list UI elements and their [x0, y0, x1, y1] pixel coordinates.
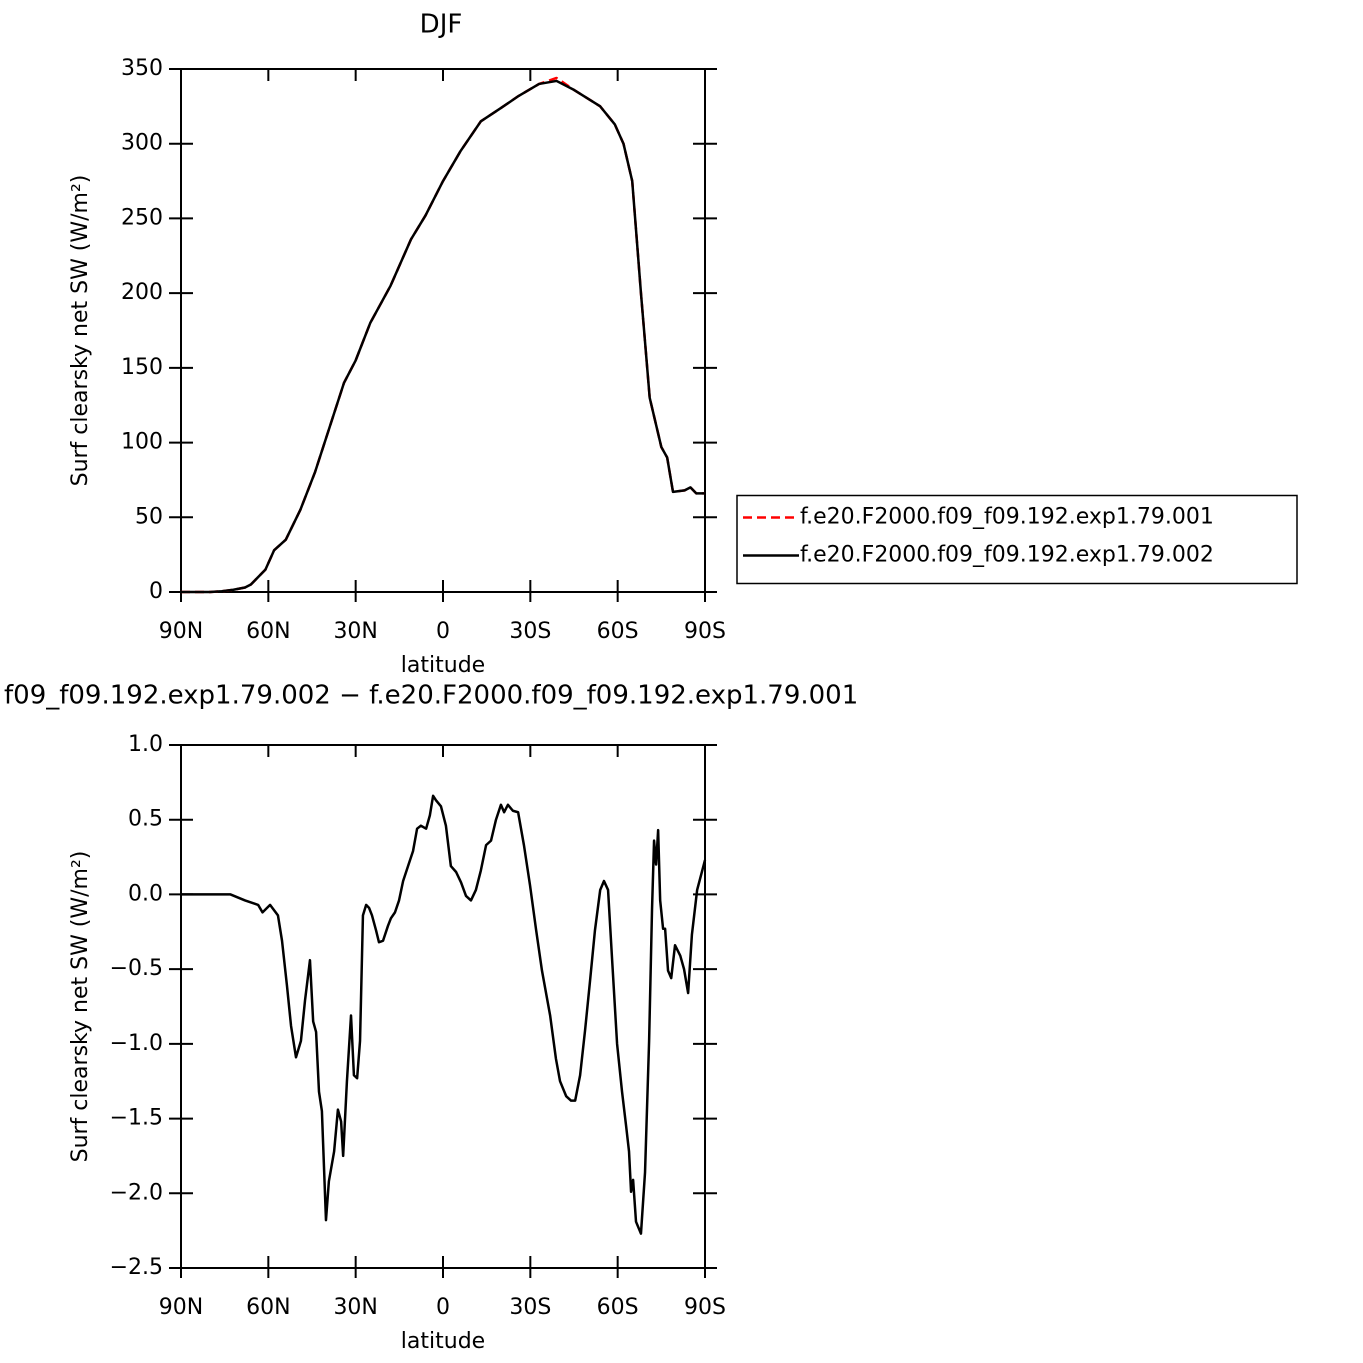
y-tick-label: −1.0	[110, 1031, 163, 1056]
y-tick-label: 200	[121, 280, 163, 305]
y-axis-label: Surf clearsky net SW (W/m²)	[68, 175, 93, 487]
x-tick-label: 30N	[333, 619, 377, 644]
y-tick-label: −1.5	[110, 1106, 163, 1131]
chart-title: DJF	[420, 10, 463, 40]
legend-box	[736, 494, 1298, 585]
y-tick-label: 300	[121, 131, 163, 156]
legend-label: f.e20.F2000.f09_f09.192.exp1.79.002	[800, 543, 1214, 568]
x-tick-label: 90S	[684, 619, 726, 644]
y-tick-label: −2.0	[110, 1180, 163, 1205]
y-tick-label: 100	[121, 430, 163, 455]
x-tick-label: 30S	[509, 619, 551, 644]
x-tick-label: 30S	[509, 1295, 551, 1320]
y-tick-label: 50	[135, 504, 163, 529]
x-tick-label: 60S	[597, 619, 639, 644]
y-tick-label: −0.5	[110, 956, 163, 981]
legend-label: f.e20.F2000.f09_f09.192.exp1.79.001	[800, 505, 1214, 530]
x-tick-label: 60N	[246, 1295, 290, 1320]
y-tick-label: 0	[149, 579, 163, 604]
y-tick-label: −2.5	[110, 1255, 163, 1280]
x-tick-label: 30N	[333, 1295, 377, 1320]
x-axis-label: latitude	[401, 653, 485, 678]
x-tick-label: 90N	[159, 619, 203, 644]
data-line	[181, 794, 707, 1235]
x-tick-label: 60S	[597, 1295, 639, 1320]
chart-title: f09_f09.192.exp1.79.002 − f.e20.F2000.f0…	[4, 681, 858, 711]
x-tick-label: 90S	[684, 1295, 726, 1320]
y-tick-label: 150	[121, 355, 163, 380]
data-line	[181, 79, 705, 594]
y-tick-label: 0.0	[128, 881, 163, 906]
y-tick-label: 250	[121, 205, 163, 230]
x-tick-label: 0	[436, 1295, 450, 1320]
y-tick-label: 0.5	[128, 807, 163, 832]
x-axis-label: latitude	[401, 1329, 485, 1354]
y-tick-label: 350	[121, 56, 163, 81]
plot-frame	[180, 68, 706, 593]
y-axis-label: Surf clearsky net SW (W/m²)	[68, 851, 93, 1163]
y-tick-label: 1.0	[128, 732, 163, 757]
x-tick-label: 90N	[159, 1295, 203, 1320]
x-tick-label: 60N	[246, 619, 290, 644]
plot-frame	[180, 744, 706, 1269]
x-tick-label: 0	[436, 619, 450, 644]
